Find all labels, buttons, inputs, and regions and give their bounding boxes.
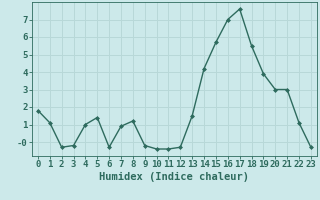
X-axis label: Humidex (Indice chaleur): Humidex (Indice chaleur) [100,172,249,182]
